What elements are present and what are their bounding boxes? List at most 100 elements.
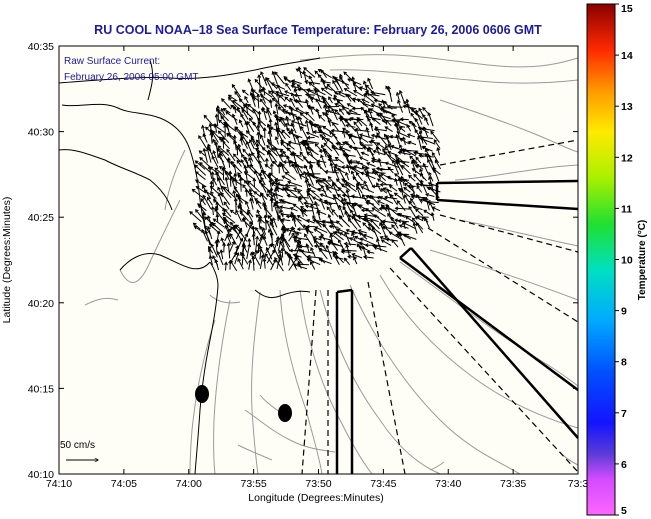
current-vector-head — [201, 228, 205, 233]
current-vector-head — [324, 201, 329, 206]
current-vector — [299, 249, 310, 260]
current-vector-head — [238, 229, 243, 234]
current-vector — [315, 179, 322, 187]
current-vector-head — [305, 111, 310, 116]
current-vector — [339, 108, 345, 116]
current-vector-head — [269, 187, 274, 191]
current-vector — [264, 253, 274, 266]
current-vector-head — [397, 187, 402, 192]
current-vector-head — [434, 159, 439, 164]
current-vector — [252, 251, 261, 266]
current-vector — [189, 211, 202, 223]
current-vector-head — [286, 155, 291, 160]
current-vector — [267, 151, 274, 164]
current-vector — [347, 78, 362, 86]
current-vector-head — [279, 205, 284, 210]
current-vector — [397, 100, 403, 113]
current-vector — [218, 193, 224, 206]
current-vector — [233, 226, 242, 241]
current-vector — [245, 189, 248, 197]
current-vector-head — [364, 217, 369, 222]
current-vector-head — [199, 162, 203, 166]
current-vector-head — [318, 257, 322, 261]
current-vector — [240, 136, 249, 149]
current-vector-head — [279, 235, 284, 240]
current-vector — [229, 233, 237, 245]
current-vector-head — [240, 113, 244, 118]
current-vector-head — [348, 109, 353, 113]
current-vector-head — [343, 88, 348, 92]
current-vector — [325, 185, 340, 192]
current-vector-head — [362, 222, 367, 226]
current-vector — [244, 96, 249, 104]
current-vector-head — [245, 130, 250, 134]
current-vector — [269, 222, 278, 236]
current-vector-head — [353, 256, 357, 261]
current-vector — [432, 166, 440, 182]
current-vector-head — [390, 144, 395, 149]
current-vector-head — [209, 221, 214, 226]
current-vector-head — [302, 208, 307, 213]
current-vector — [281, 233, 291, 248]
current-vector-head — [237, 195, 242, 200]
current-vector-head — [231, 83, 236, 88]
current-vector — [203, 148, 208, 163]
x-tick-label: 73:40 — [435, 478, 461, 490]
current-vector-head — [358, 241, 363, 246]
current-vector — [367, 227, 376, 234]
current-vector-head — [214, 141, 219, 146]
current-vector-head — [222, 107, 227, 112]
current-vector-head — [297, 195, 302, 200]
current-vector-head — [199, 156, 204, 161]
current-vector — [416, 165, 429, 168]
current-vector-head — [328, 201, 333, 206]
current-vector-head — [397, 150, 402, 155]
current-vector-head — [278, 249, 282, 254]
current-vector — [214, 167, 225, 176]
current-vector — [342, 127, 350, 133]
current-vector-head — [295, 135, 300, 140]
current-vector-head — [271, 242, 275, 247]
current-vector — [195, 209, 205, 222]
current-vector-head — [305, 225, 310, 230]
current-vector-head — [396, 120, 401, 124]
current-vector — [386, 136, 392, 151]
current-vector — [415, 156, 422, 164]
current-vector-head — [424, 196, 429, 201]
current-vector-head — [226, 242, 231, 247]
current-vector-head — [254, 197, 258, 202]
current-vector — [275, 201, 286, 204]
current-vector-head — [371, 184, 376, 189]
current-vector — [415, 222, 424, 234]
current-vector-head — [251, 233, 256, 237]
current-vector-head — [348, 135, 353, 139]
current-vector — [266, 109, 272, 121]
current-vector — [215, 259, 220, 271]
current-vector — [233, 153, 242, 163]
current-vector-head — [386, 188, 391, 193]
current-vector-head — [397, 219, 402, 224]
current-vector-head — [287, 252, 291, 257]
current-vector-head — [319, 134, 324, 138]
current-vector-head — [312, 130, 317, 134]
current-vector-head — [367, 117, 372, 122]
current-vector — [334, 169, 340, 181]
current-vector — [260, 226, 267, 239]
current-vector-head — [271, 249, 276, 253]
current-vector — [326, 245, 333, 260]
current-vector-head — [270, 183, 275, 187]
current-vector — [260, 192, 267, 205]
current-vector — [371, 160, 387, 164]
current-vector-head — [327, 120, 332, 124]
current-vector-head — [208, 245, 212, 250]
current-vector — [288, 232, 295, 242]
current-vector-head — [385, 204, 389, 209]
current-vector — [290, 160, 298, 174]
current-vector-head — [332, 97, 337, 101]
current-vector-head — [233, 197, 238, 202]
current-vector — [260, 98, 268, 108]
current-vector — [306, 243, 310, 253]
current-vector — [403, 187, 411, 193]
current-vector — [395, 207, 409, 210]
current-vector-head — [256, 154, 261, 159]
